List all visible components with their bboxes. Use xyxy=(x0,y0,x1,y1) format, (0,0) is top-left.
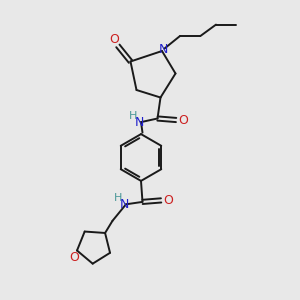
Text: N: N xyxy=(159,43,168,56)
Text: N: N xyxy=(135,116,144,129)
Text: O: O xyxy=(70,250,80,264)
Text: N: N xyxy=(120,198,129,211)
Text: H: H xyxy=(128,110,137,121)
Text: O: O xyxy=(163,194,172,207)
Text: H: H xyxy=(113,193,122,203)
Text: O: O xyxy=(110,33,119,46)
Text: O: O xyxy=(178,113,188,127)
